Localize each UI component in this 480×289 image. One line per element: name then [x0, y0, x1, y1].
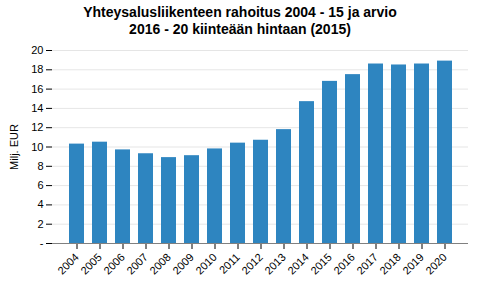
svg-text:10: 10	[31, 141, 43, 153]
svg-text:2005: 2005	[78, 251, 104, 277]
svg-text:14: 14	[31, 102, 43, 114]
svg-text:2010: 2010	[193, 251, 219, 277]
svg-text:18: 18	[31, 63, 43, 75]
svg-text:2016: 2016	[331, 251, 357, 277]
svg-text:4: 4	[37, 198, 43, 210]
svg-text:20: 20	[31, 44, 43, 56]
svg-text:2006: 2006	[101, 251, 127, 277]
svg-text:2018: 2018	[377, 251, 403, 277]
svg-text:2007: 2007	[124, 251, 150, 277]
svg-text:-: -	[40, 237, 44, 249]
svg-text:6: 6	[37, 179, 43, 191]
svg-text:2011: 2011	[217, 251, 242, 276]
svg-text:2019: 2019	[400, 251, 426, 277]
svg-text:2008: 2008	[147, 251, 173, 277]
svg-text:16: 16	[31, 83, 43, 95]
svg-text:2009: 2009	[170, 251, 196, 277]
svg-text:2020: 2020	[423, 251, 449, 277]
svg-text:Milj. EUR: Milj. EUR	[8, 124, 20, 170]
svg-text:2004: 2004	[55, 251, 81, 277]
svg-text:2015: 2015	[308, 251, 334, 277]
svg-text:2: 2	[37, 218, 43, 230]
svg-text:2014: 2014	[285, 251, 311, 277]
html-text:Yhteysalusliikenteen rahoitus: Yhteysalusliikenteen rahoitus 2004 - 15 …	[83, 4, 397, 37]
svg-text:2017: 2017	[354, 251, 380, 277]
svg-text:2012: 2012	[239, 251, 265, 277]
svg-text:8: 8	[37, 160, 43, 172]
svg-text:12: 12	[31, 121, 43, 133]
svg-text:2013: 2013	[262, 251, 288, 277]
